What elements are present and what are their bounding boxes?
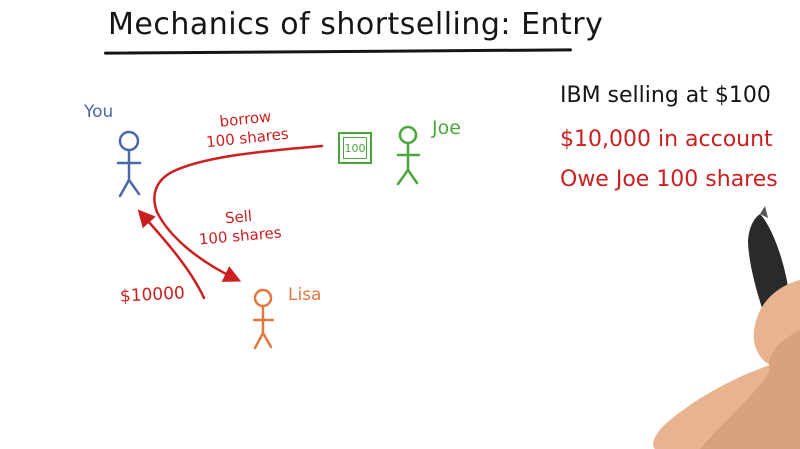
- money-arrow: [137, 209, 206, 300]
- sell-label: Sell 100 shares: [198, 206, 283, 249]
- joe-head: [398, 125, 418, 145]
- sell-arrow: [155, 210, 242, 282]
- you-figure: [116, 130, 142, 198]
- share-certificate-label: 100: [343, 137, 367, 159]
- account-balance-note: $10,000 in account: [560, 127, 773, 152]
- pen-tip: [760, 206, 768, 218]
- owe-shares-note: Owe Joe 100 shares: [560, 167, 778, 192]
- hand-shadow: [700, 330, 800, 449]
- you-label: You: [84, 102, 114, 122]
- ibm-price-note: IBM selling at $100: [560, 83, 771, 108]
- you-leg-right: [127, 178, 141, 196]
- money-label: $10000: [119, 283, 186, 307]
- joe-leg-left: [396, 168, 410, 186]
- borrow-arrow: [153, 144, 324, 214]
- you-head: [118, 130, 140, 152]
- lisa-leg-right: [261, 331, 273, 349]
- share-certificate: 100: [338, 132, 372, 164]
- joe-leg-right: [406, 168, 419, 185]
- page-title: Mechanics of shortselling: Entry: [108, 7, 604, 42]
- joe-figure: [396, 125, 421, 186]
- lisa-figure: [252, 288, 275, 350]
- you-leg-left: [118, 178, 131, 198]
- lisa-leg-left: [253, 331, 265, 350]
- joe-label: Joe: [432, 117, 461, 139]
- lisa-label: Lisa: [288, 285, 322, 305]
- hand-pen-illustration: [653, 206, 800, 449]
- lisa-head: [253, 288, 273, 308]
